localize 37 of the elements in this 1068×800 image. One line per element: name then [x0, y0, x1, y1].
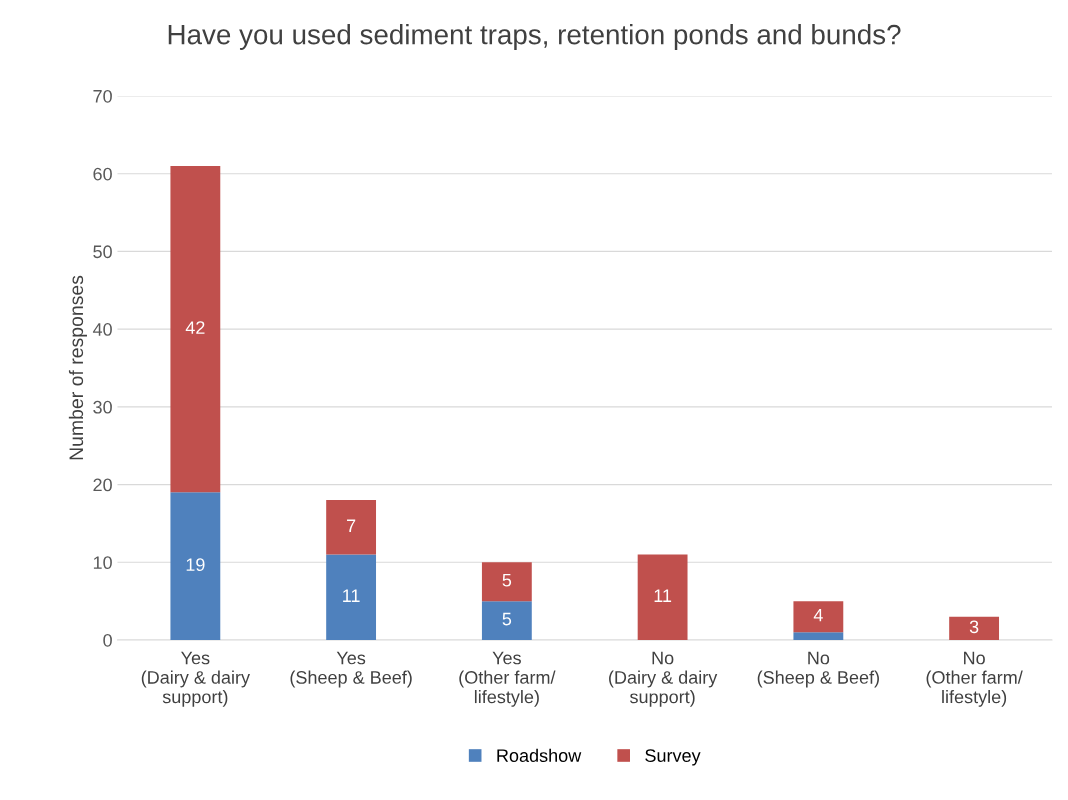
bar [481, 601, 532, 640]
x-tick-label: Yes (Other farm/ lifestyle) [459, 651, 556, 707]
x-tick-label: No (Dairy & dairy support) [609, 651, 718, 707]
legend-label: Survey [645, 749, 701, 766]
bar [326, 500, 377, 555]
y-tick-label: 70 [93, 89, 112, 103]
data-label: 42 [185, 321, 205, 334]
y-tick-label: 50 [93, 245, 112, 259]
y-tick-label: 10 [93, 556, 112, 570]
bar [170, 165, 221, 493]
legend-label: Roadshow [497, 748, 582, 762]
data-label: 3 [969, 620, 979, 634]
x-tick-label: No (Other farm/ lifestyle) [926, 651, 1023, 707]
bar [949, 616, 1000, 640]
data-label: 11 [654, 589, 672, 602]
y-tick-label: 60 [93, 167, 112, 181]
x-tick-label: Yes (Dairy & dairy support) [141, 651, 250, 707]
y-tick-label: 0 [103, 633, 112, 647]
bar [793, 632, 844, 640]
y-tick-label: 30 [93, 400, 112, 414]
bar [481, 562, 532, 602]
x-tick-label: Yes (Sheep & Beef) [290, 651, 412, 688]
x-tick-label: No (Sheep & Beef) [757, 651, 879, 688]
chart-title: Have you used sediment traps, retention ponds and bunds? [168, 24, 901, 50]
data-label: 7 [347, 519, 356, 532]
y-axis-title: Number of responses [68, 275, 87, 460]
bar [637, 554, 688, 640]
data-label: 5 [502, 573, 512, 587]
data-label: 11 [343, 589, 360, 602]
bar [170, 492, 221, 640]
data-label: 4 [813, 608, 823, 622]
data-label: 19 [186, 558, 205, 572]
data-label: 5 [502, 612, 512, 626]
bar [793, 601, 844, 633]
bar [326, 554, 377, 640]
y-tick-label: 20 [93, 478, 112, 492]
y-tick-label: 40 [92, 323, 112, 336]
